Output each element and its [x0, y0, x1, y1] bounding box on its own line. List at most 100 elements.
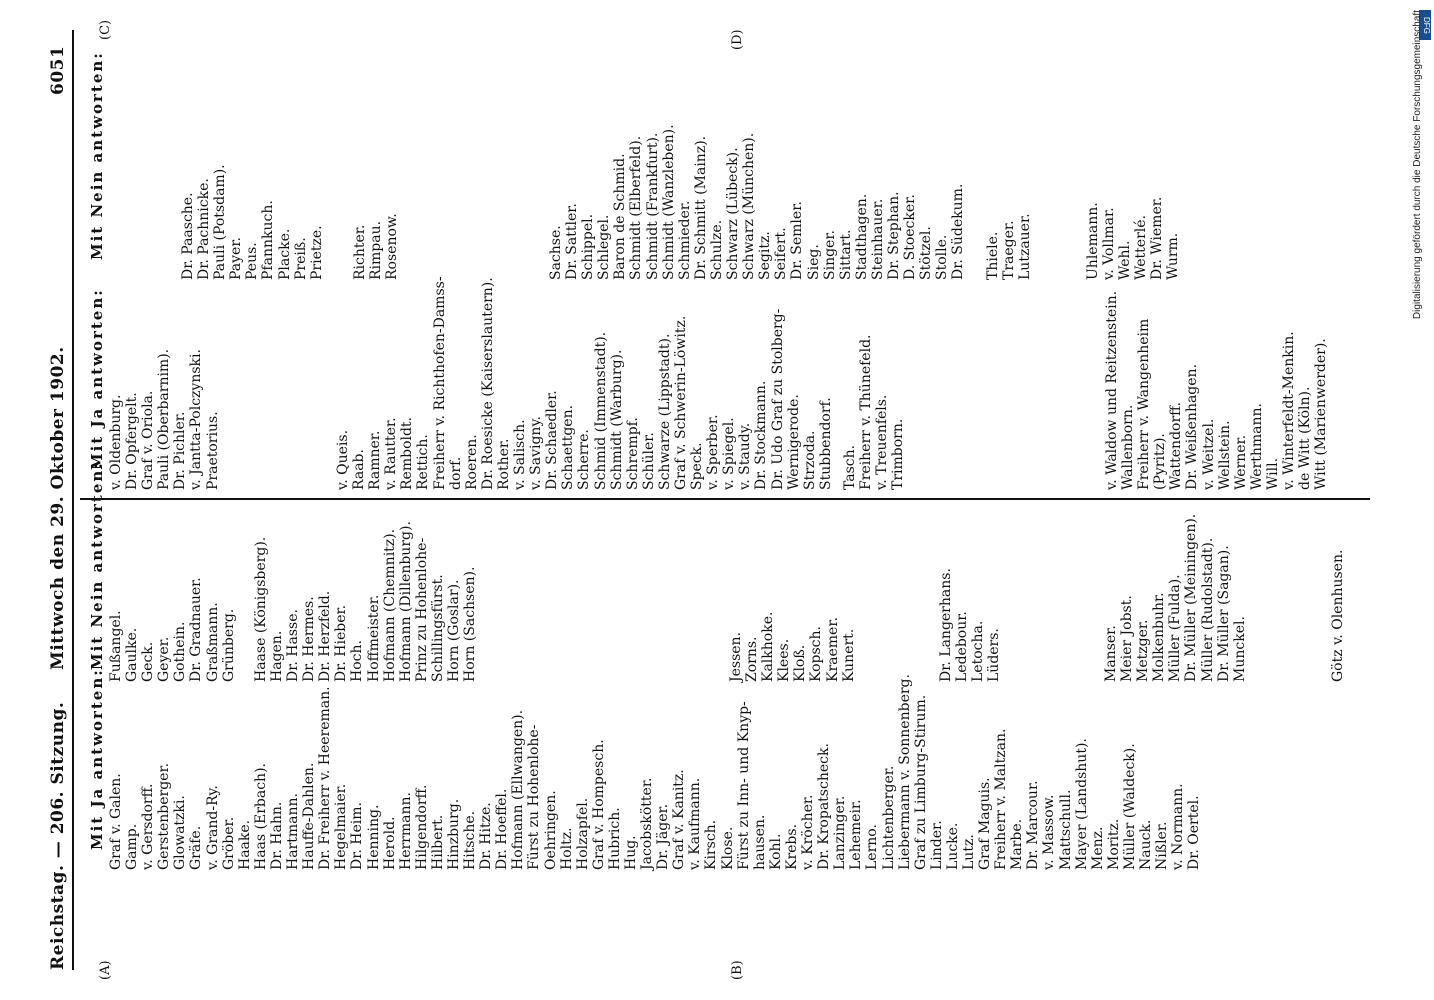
member-name: Lucke. — [944, 822, 961, 870]
member-name: Dr. Opfergelt. — [124, 392, 141, 490]
member-name: Sachse. — [548, 225, 564, 280]
member-name: Hoch. — [349, 640, 366, 682]
member-name: Hofmann (Ellwangen). — [510, 709, 527, 870]
member-name: Stadthagen. — [853, 193, 870, 280]
member-name: Nauck. — [1138, 819, 1154, 870]
member-name: Schwarze (Lippstadt). — [656, 333, 673, 490]
member-name: Hauffe-Dahlen. — [301, 762, 318, 870]
col2-list-o: Götz v. Olenhusen. — [1330, 550, 1346, 682]
member-name: Baron de Schmid. — [612, 153, 629, 280]
member-name: Geck. — [140, 641, 157, 682]
member-name: Haas (Erbach). — [252, 763, 269, 870]
member-name: Pauli (Potsdam). — [212, 164, 229, 280]
member-name: Gaulke. — [124, 627, 141, 682]
member-name: Dr. Müller (Sagan). — [1215, 545, 1232, 682]
member-name: Wetterlé. — [1133, 215, 1150, 280]
member-name: Wernigerode. — [785, 394, 802, 490]
member-name: Nißler. — [1154, 821, 1171, 870]
member-name: Prinz zu Hohenlohe- — [413, 537, 430, 682]
member-name: Dr. Udo Graf zu Stolberg- — [769, 308, 786, 490]
member-name: Fürst zu Hohenlohe- — [526, 724, 543, 870]
digitization-credit: Digitalisierung gefördert durch die Deut… — [1412, 10, 1432, 990]
col4-list-u: Uhlemann. v. Vollmar. Wehl. Wetterlé. Dr. Wi… — [1085, 197, 1182, 280]
member-name: Freiherr v. Thünefeld. — [858, 334, 875, 490]
member-name: Kopsch. — [808, 626, 825, 682]
member-name: Wehl. — [1117, 240, 1134, 280]
member-name: Will. — [1264, 457, 1281, 490]
member-name: Dr. Stockmann. — [753, 380, 770, 490]
member-name: Kalkhoke. — [760, 611, 777, 682]
member-name: Götz v. Olenhusen. — [1330, 549, 1346, 682]
member-name: (Pyritz). — [1152, 433, 1169, 490]
member-name: Schmidt (Wanzleben). — [660, 124, 677, 280]
member-name: Hug. — [623, 835, 639, 870]
member-name: Horn (Goslar). — [445, 579, 462, 682]
running-head-date: Mittwoch den 29. Oktober 1902. — [48, 346, 68, 670]
member-name: Graf v. Schwerin-Löwitz. — [672, 315, 689, 490]
member-name: Dr. Müller (Meiningen). — [1183, 513, 1200, 682]
col3-list-q: v. Queis. Raab. Ramner. v. Rautter. Remboldt… — [335, 276, 834, 490]
member-name: Munckel. — [1231, 616, 1248, 682]
member-name: Gröber. — [220, 816, 237, 870]
member-name: Schmidt (Elberfeld). — [628, 135, 645, 280]
member-name: Schwarz (München). — [741, 132, 758, 280]
member-name: Dr. Paasche. — [180, 192, 196, 280]
member-name: Gerstenberger. — [156, 762, 173, 870]
member-name: Hoffmeister. — [365, 594, 382, 682]
member-name: Dr. Roesicke (Kaiserslautern). — [479, 277, 496, 490]
member-name: Haake. — [236, 819, 253, 870]
col3-list-t: Tasch. Freiherr v. Thünefeld. v. Treuenfel… — [842, 335, 906, 490]
member-name: Menz. — [1089, 826, 1106, 870]
member-name: Schmidt (Frankfurt). — [644, 132, 661, 280]
member-name: Lutzauer. — [1017, 213, 1034, 280]
member-name: Hinzburg. — [445, 798, 462, 870]
member-name: Trimborn. — [890, 418, 907, 490]
member-name: Thiele. — [985, 231, 1001, 280]
col4-list-t: Thiele. Traeger. Lutzauer. — [985, 213, 1033, 280]
member-name: Schwarz (Lübeck). — [725, 147, 742, 280]
member-name: Stötzel. — [918, 226, 935, 280]
member-name: Ledebour. — [954, 611, 971, 682]
member-name: Dr. Hitze. — [478, 802, 495, 870]
member-name: Meier Jobst. — [1119, 595, 1136, 682]
member-name: Segitz. — [757, 231, 774, 280]
col3-list: v. Oldenburg. Dr. Opfergelt. Graf v. Oriol… — [108, 349, 221, 490]
member-name: Sittart. — [837, 229, 854, 280]
member-name: dorf. — [447, 456, 464, 490]
member-name: Schmid (Immenstadt). — [592, 331, 609, 490]
member-name: Speck. — [689, 442, 706, 490]
member-name: v. Normann. — [1170, 783, 1187, 870]
member-name: Metzger. — [1135, 619, 1152, 682]
member-name: Rother. — [495, 438, 512, 490]
member-name: Rosenow. — [384, 213, 401, 280]
running-head-left: Reichstag. — 206. Sitzung. — [48, 701, 68, 970]
member-name: Hitsche. — [462, 810, 479, 870]
member-name: Dr. Hasse. — [285, 609, 302, 682]
member-name: Dr. Hermes. — [301, 596, 318, 682]
member-name: Dr. Herzfeld. — [317, 590, 334, 682]
member-name: D. Stoecker. — [902, 194, 919, 280]
member-name: Wellstein. — [1216, 420, 1233, 490]
member-name: Schlegel. — [596, 214, 613, 280]
member-name: Tasch. — [842, 444, 858, 490]
member-name: v. Vollmar. — [1101, 207, 1118, 280]
member-name: Dr. Stephan. — [885, 191, 902, 280]
member-name: v. Spiegel. — [721, 417, 738, 490]
member-name: Hubrich. — [606, 807, 623, 870]
member-name: Scherre. — [576, 429, 593, 490]
member-name — [237, 521, 253, 682]
col1-heading: Mit Ja antworten: — [88, 668, 106, 850]
member-name: Steinhauer. — [869, 198, 886, 280]
member-name: Hagen. — [268, 630, 285, 682]
member-name: Stubbendorf. — [817, 397, 834, 490]
member-name: Dr. Wiemer. — [1149, 196, 1166, 280]
col3-list-w: v. Waldow und Reitzenstein. Wallenborn. Fr… — [1104, 291, 1329, 490]
member-name: Schmieder. — [676, 200, 693, 280]
member-name: Mayer (Landshut). — [1073, 738, 1090, 870]
member-name: Freiherr v. Richthofen-Damss- — [431, 276, 448, 490]
member-name: Schillingsfürst. — [429, 574, 446, 682]
member-name: Wallenborn. — [1120, 404, 1137, 490]
member-name: Hofmann (Dillenburg). — [397, 521, 414, 682]
member-name: Traeger. — [1001, 220, 1018, 280]
member-name: v. Gersdorff. — [140, 783, 157, 870]
